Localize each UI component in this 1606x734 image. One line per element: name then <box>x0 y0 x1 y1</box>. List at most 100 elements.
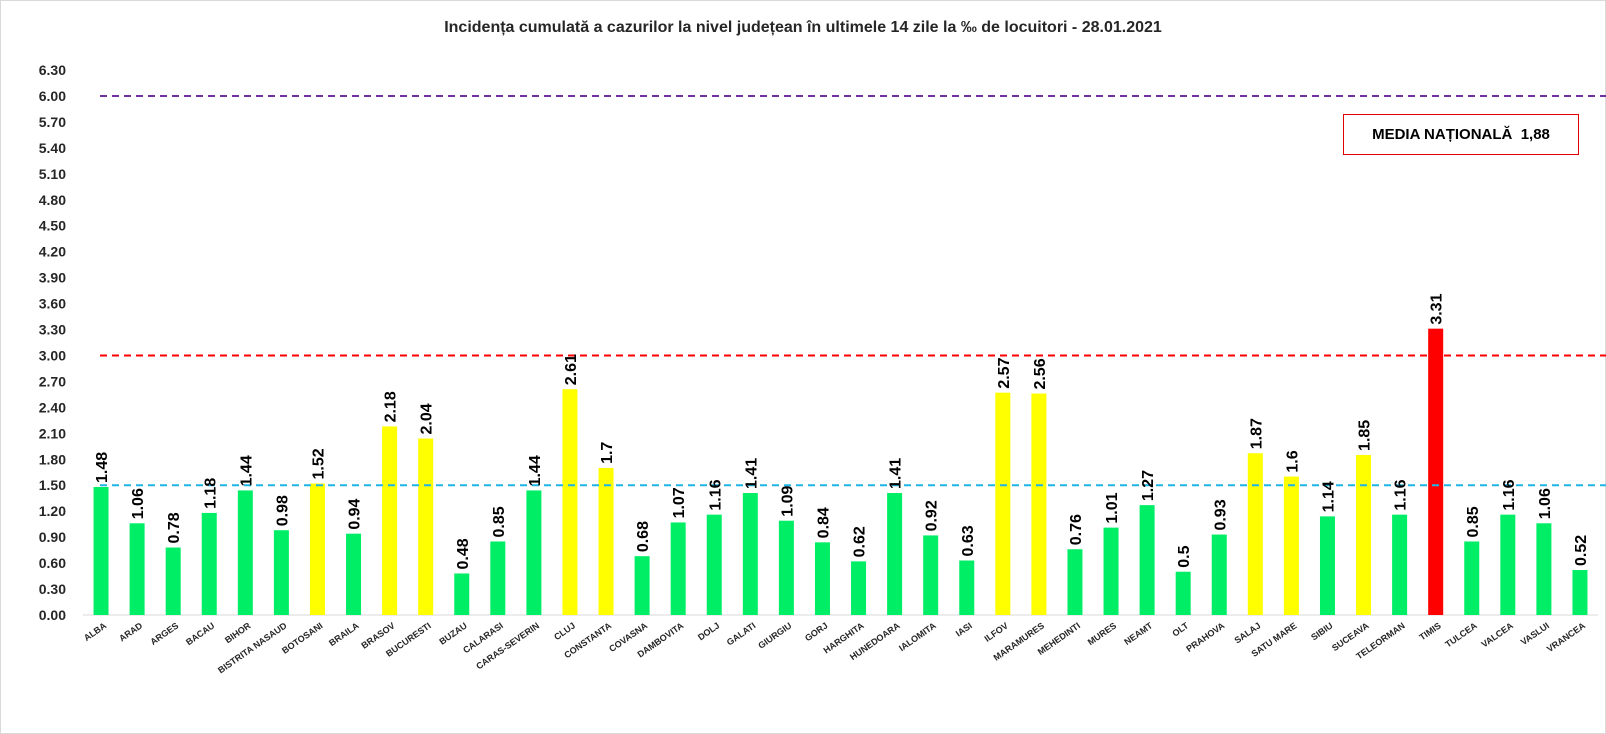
y-tick-label: 3.90 <box>39 270 66 286</box>
y-tick-label: 2.70 <box>39 373 66 389</box>
data-label: 0.5 <box>1176 545 1193 567</box>
data-label: 1.16 <box>1501 479 1518 510</box>
bar <box>418 438 434 615</box>
x-tick-label: BOTOSANI <box>280 620 325 655</box>
y-tick-label: 3.30 <box>39 322 66 338</box>
data-label: 2.61 <box>563 354 580 385</box>
bar <box>598 467 614 615</box>
bar <box>995 392 1011 615</box>
y-tick-label: 5.70 <box>39 114 66 130</box>
x-tick-label: BACAU <box>184 620 216 647</box>
data-label: 0.68 <box>635 521 652 552</box>
bar <box>634 556 650 615</box>
x-tick-label: TIMIS <box>1417 620 1442 642</box>
bar <box>814 542 830 615</box>
bar <box>887 493 903 615</box>
data-label: 1.48 <box>94 452 111 483</box>
data-label: 1.14 <box>1320 481 1337 512</box>
y-tick-label: 5.40 <box>39 140 66 156</box>
y-tick-label: 1.50 <box>39 477 66 493</box>
bar <box>237 490 253 615</box>
bar <box>670 522 686 615</box>
bar <box>851 561 867 615</box>
y-tick-label: 0.00 <box>39 607 66 623</box>
data-label: 0.48 <box>455 538 472 569</box>
data-label: 1.16 <box>707 479 724 510</box>
data-label: 0.93 <box>1212 499 1229 530</box>
x-tick-label: NEAMT <box>1122 620 1154 647</box>
bar <box>526 490 542 615</box>
x-tick-label: BISTRITA NASAUD <box>216 620 289 675</box>
y-tick-label: 4.80 <box>39 192 66 208</box>
bar <box>778 520 794 615</box>
bar <box>706 514 722 615</box>
data-label: 1.52 <box>310 448 327 479</box>
chart-title: Incidența cumulată a cazurilor la nivel … <box>444 19 1162 36</box>
y-tick-label: 1.20 <box>39 503 66 519</box>
bar <box>1067 549 1083 615</box>
data-label: 0.52 <box>1573 535 1590 566</box>
x-tick-label: IALOMITA <box>897 620 938 653</box>
y-tick-label: 5.10 <box>39 166 66 182</box>
x-tick-label: VASLUI <box>1519 620 1551 647</box>
x-tick-label: ARAD <box>117 620 144 643</box>
y-tick-label: 0.30 <box>39 581 66 597</box>
bar <box>129 523 145 615</box>
y-tick-label: 0.90 <box>39 529 66 545</box>
bar <box>309 483 325 615</box>
x-tick-label: SALAJ <box>1233 620 1263 645</box>
bar <box>165 547 181 615</box>
data-label: 1.06 <box>1537 488 1554 519</box>
data-label: 0.76 <box>1068 514 1085 545</box>
data-label: 1.01 <box>1104 492 1121 523</box>
bar <box>273 530 289 615</box>
national-average-box: MEDIA NAȚIONALĂ 1,88 <box>1343 114 1579 155</box>
y-tick-label: 3.60 <box>39 296 66 312</box>
bar <box>1428 328 1444 615</box>
data-label: 1.44 <box>527 455 544 486</box>
bar <box>454 573 470 615</box>
y-tick-label: 2.10 <box>39 425 66 441</box>
data-label: 2.56 <box>1032 358 1049 389</box>
x-tick-label: CARAS-SEVERIN <box>474 620 541 671</box>
data-label: 1.18 <box>202 478 219 509</box>
y-tick-label: 6.30 <box>39 62 66 78</box>
x-tick-label: SIBIU <box>1309 620 1334 642</box>
bar <box>562 389 578 615</box>
data-label: 0.63 <box>960 525 977 556</box>
y-tick-label: 4.20 <box>39 244 66 260</box>
data-label: 2.57 <box>996 357 1013 388</box>
bar <box>1392 514 1408 615</box>
bar <box>1319 516 1335 615</box>
bar <box>201 512 217 615</box>
data-label: 0.84 <box>815 507 832 538</box>
data-label: 1.09 <box>779 485 796 516</box>
x-tick-label: GIURGIU <box>756 620 793 650</box>
data-label: 0.94 <box>347 498 364 529</box>
data-label: 0.98 <box>274 495 291 526</box>
x-tick-label: CLUJ <box>552 620 577 642</box>
y-tick-label: 6.00 <box>39 88 66 104</box>
national-average-label: MEDIA NAȚIONALĂ 1,88 <box>1372 126 1550 143</box>
bar <box>1031 393 1047 615</box>
bar <box>346 533 362 615</box>
data-label: 0.85 <box>1465 506 1482 537</box>
x-tick-label: MURES <box>1086 620 1118 647</box>
data-label: 1.27 <box>1140 470 1157 501</box>
data-label: 2.04 <box>419 403 436 434</box>
bar <box>959 560 975 615</box>
data-label: 1.85 <box>1357 420 1374 451</box>
x-tick-label: ILFOV <box>983 620 1010 643</box>
data-label: 1.41 <box>888 458 905 489</box>
bar <box>382 426 398 615</box>
data-label: 1.87 <box>1248 418 1265 449</box>
bar <box>490 541 506 615</box>
x-tick-label: VALCEA <box>1479 620 1515 649</box>
bar <box>93 486 109 615</box>
x-tick-label: TULCEA <box>1443 620 1479 649</box>
bar <box>1247 453 1263 615</box>
x-tick-label: DOLJ <box>696 620 721 642</box>
data-label: 1.41 <box>743 458 760 489</box>
